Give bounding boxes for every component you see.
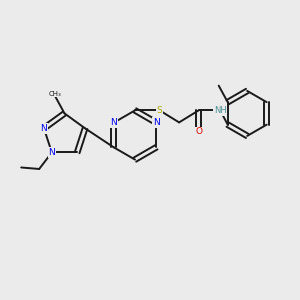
Text: NH: NH bbox=[214, 106, 226, 115]
Text: S: S bbox=[157, 106, 163, 115]
Text: N: N bbox=[153, 118, 160, 127]
Text: CH₃: CH₃ bbox=[49, 91, 62, 97]
Text: N: N bbox=[110, 118, 117, 127]
Text: O: O bbox=[195, 128, 202, 136]
Text: N: N bbox=[40, 124, 47, 133]
Text: N: N bbox=[48, 148, 55, 157]
